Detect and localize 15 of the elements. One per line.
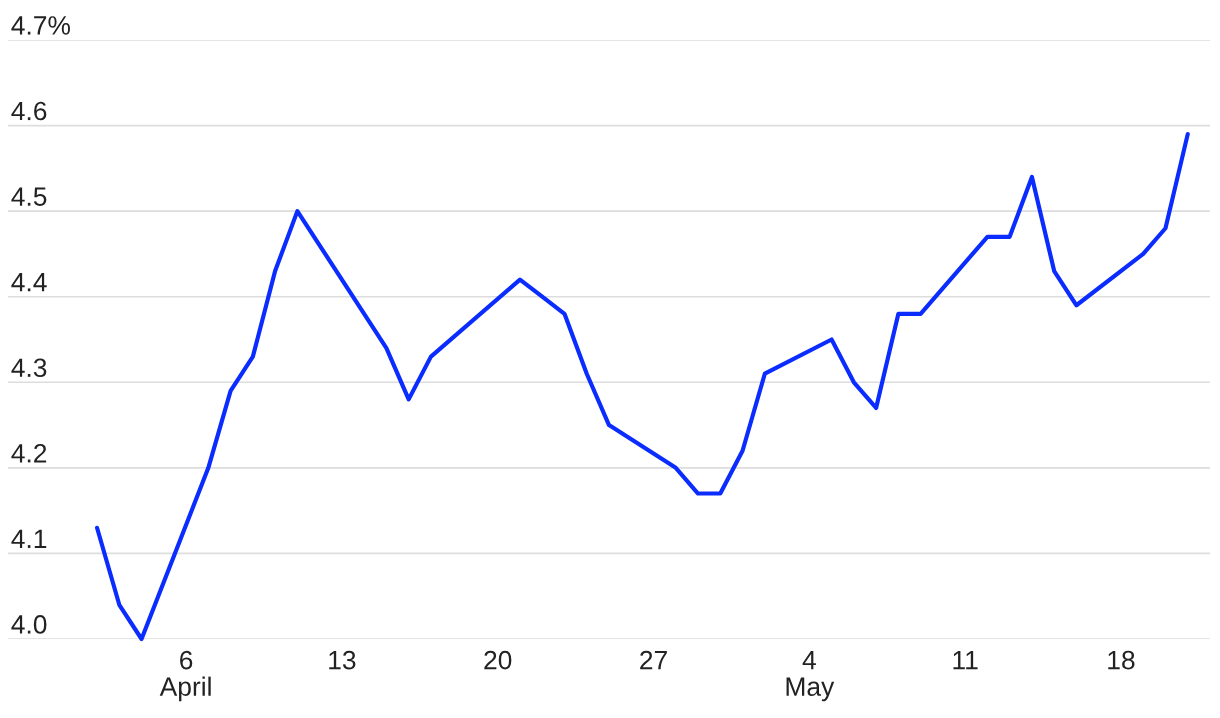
x-tick-label: 4 May [786,651,835,702]
y-tick-label: 4.6 [11,101,47,121]
y-tick-label: 4.5 [11,187,47,206]
y-tick-label: 4.0 [11,615,47,634]
x-tick-label: 13 [329,650,356,670]
x-tick-label: 20 [484,650,512,670]
y-tick-label: 4.7% [11,16,70,35]
y-tick-label: 4.2 [11,443,47,463]
y-tick-label: 4.4 [11,273,47,292]
x-tick-label: 27 [640,650,667,670]
x-tick-label: 6 April [159,650,211,702]
x-tick-label: 11 [953,651,978,670]
y-tick-label: 4.3 [11,358,47,378]
y-tick-label: 4.1 [11,529,47,548]
x-tick-label: 18 [1108,650,1135,670]
